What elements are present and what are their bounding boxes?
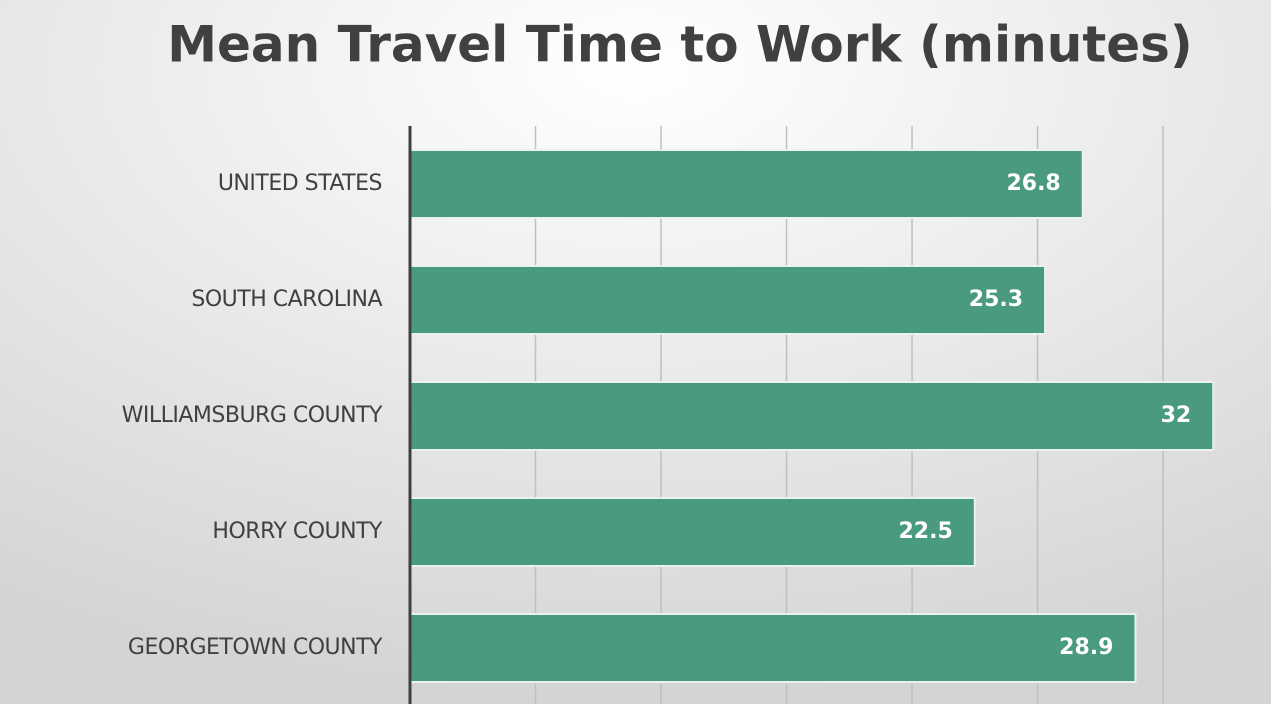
data-label: 25.3	[969, 287, 1023, 312]
data-label: 32	[1161, 403, 1192, 428]
data-label: 28.9	[1059, 635, 1113, 660]
bar	[409, 497, 976, 567]
y-tick-label: UNITED STATES	[218, 171, 382, 196]
data-label: 22.5	[899, 519, 953, 544]
bar	[409, 613, 1137, 683]
y-tick-label: HORRY COUNTY	[212, 519, 383, 544]
data-label: 26.8	[1006, 171, 1060, 196]
y-tick-label: GEORGETOWN COUNTY	[128, 635, 383, 660]
bar	[409, 149, 1084, 219]
y-tick-label: WILLIAMSBURG COUNTY	[122, 403, 383, 428]
bar	[409, 265, 1047, 335]
chart-title: Mean Travel Time to Work (minutes)	[167, 16, 1193, 74]
y-tick-label: SOUTH CAROLINA	[191, 287, 382, 312]
bar	[409, 381, 1215, 451]
